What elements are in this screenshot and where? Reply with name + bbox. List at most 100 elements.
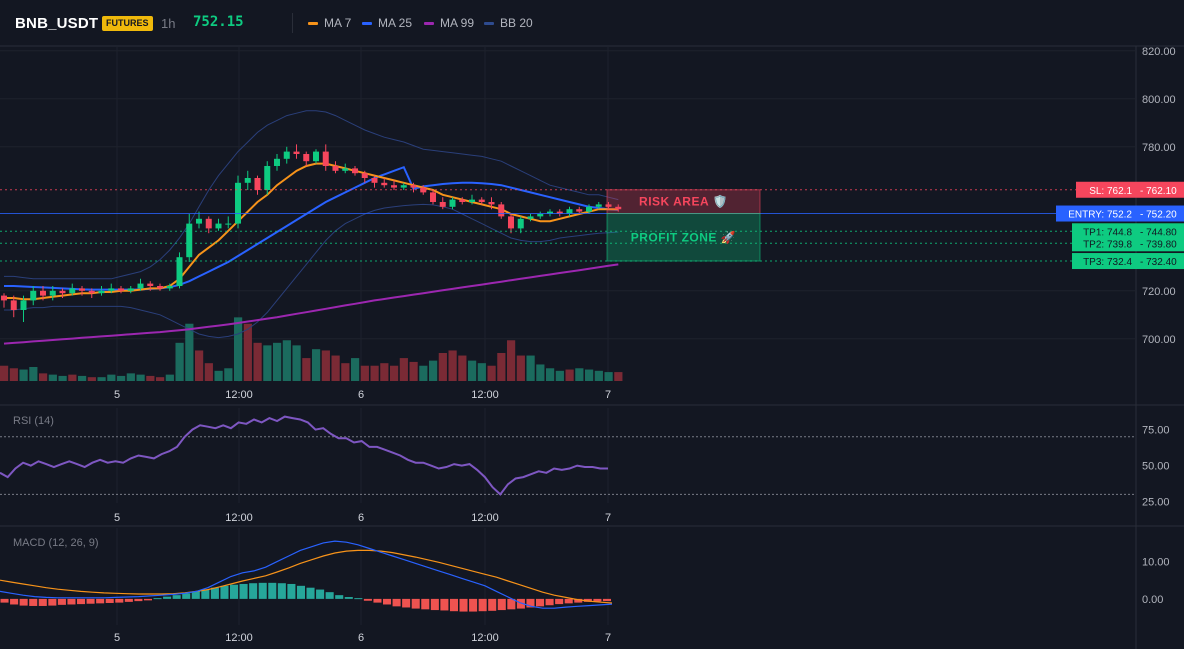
price-tick-label: 780.00	[1142, 142, 1176, 154]
candle-body	[566, 209, 573, 214]
volume-bar	[0, 365, 9, 381]
macd-histogram-bar	[469, 598, 478, 612]
volume-bar	[146, 375, 155, 381]
level-tag	[1076, 181, 1136, 198]
volume-bar	[97, 377, 106, 381]
candle-body	[235, 182, 241, 224]
macd-tick-label: 0.00	[1142, 594, 1163, 606]
macd-histogram-bar	[277, 583, 286, 599]
volume-bar	[390, 365, 399, 381]
candle-body	[176, 257, 183, 286]
price-axis-tag	[1136, 235, 1184, 252]
candle-body	[49, 290, 56, 296]
volume-bar	[117, 375, 126, 381]
volume-bar	[195, 350, 204, 381]
price-axis-tag-label: - 752.20	[1140, 210, 1177, 221]
time-tick-label: 5	[114, 632, 120, 644]
symbol-title[interactable]: BNB_USDT	[15, 15, 99, 32]
candle-body	[439, 202, 446, 207]
candle-body	[381, 182, 388, 186]
volume-bar	[585, 369, 594, 381]
macd-histogram-bar	[344, 597, 353, 599]
candle-body	[469, 199, 475, 202]
volume-bar	[165, 374, 174, 381]
candle-body	[254, 178, 261, 190]
macd-histogram-bar	[459, 598, 468, 612]
rsi-line	[0, 415, 608, 496]
price-axis-tag-label: - 739.80	[1140, 239, 1177, 250]
macd-histogram-bar	[411, 598, 420, 609]
macd-histogram-bar	[363, 598, 372, 601]
candle-body	[20, 300, 27, 310]
volume-bar	[78, 375, 87, 381]
volume-bar	[19, 369, 28, 381]
candle-body	[410, 185, 417, 188]
macd-histogram-bar	[564, 598, 573, 604]
rsi-title: RSI (14)	[13, 415, 54, 427]
volume-bar	[438, 353, 447, 381]
macd-histogram-bar	[373, 598, 382, 603]
volume-bar	[68, 374, 77, 381]
candle-body	[576, 209, 583, 212]
volume-bar	[575, 368, 584, 381]
candle-body	[517, 218, 524, 229]
macd-histogram-bar	[29, 598, 38, 606]
candle-body	[1, 295, 7, 301]
volume-bar	[380, 363, 389, 381]
legend-ma99[interactable]: MA 99	[424, 16, 474, 30]
price-axis-tag-label: - 744.80	[1140, 227, 1177, 238]
candle-body	[293, 151, 300, 154]
volume-bar	[409, 361, 418, 381]
macd-histogram-bar	[143, 598, 152, 601]
time-tick-label: 12:00	[225, 389, 253, 401]
candle-body	[537, 214, 544, 217]
time-tick-label: 5	[114, 389, 120, 401]
volume-bar	[468, 360, 477, 381]
candle-body	[352, 168, 358, 174]
timeframe-selector[interactable]: 1h	[161, 16, 176, 31]
candle-body	[595, 204, 602, 207]
volume-bar	[39, 373, 48, 381]
level-tag-label: TP2: 739.8	[1083, 239, 1132, 250]
macd-histogram-bar	[383, 598, 392, 605]
price-tick-label: 700.00	[1142, 334, 1176, 346]
candle-body	[391, 185, 397, 188]
ma25-line	[4, 165, 619, 291]
macd-histogram-bar	[497, 598, 506, 611]
volume-bar	[107, 374, 116, 381]
bb-upper-line	[4, 110, 619, 280]
volume-bar	[604, 372, 613, 381]
macd-histogram-bar	[201, 589, 210, 599]
candle-body	[127, 288, 134, 291]
volume-bar	[263, 345, 272, 381]
legend-bb20[interactable]: BB 20	[484, 16, 533, 30]
legend-ma7[interactable]: MA 7	[308, 16, 351, 30]
macd-line	[0, 540, 613, 609]
price-tick-label: 800.00	[1142, 94, 1176, 106]
time-tick-label: 5	[114, 512, 120, 524]
candle-body	[274, 158, 280, 166]
legend-swatch-bb20	[484, 21, 494, 25]
volume-bar	[175, 342, 184, 381]
macd-histogram-bar	[10, 598, 19, 605]
candle-body	[449, 199, 456, 207]
candle-body	[30, 290, 37, 301]
time-tick-label: 6	[358, 632, 364, 644]
macd-histogram-bar	[430, 598, 439, 611]
candle-body	[430, 192, 436, 202]
volume-bar	[282, 340, 291, 381]
candle-body	[508, 216, 514, 229]
macd-histogram-bar	[172, 595, 181, 599]
candle-body	[98, 290, 105, 294]
time-tick-label: 7	[605, 389, 611, 401]
candle-body	[205, 218, 212, 229]
macd-histogram-bar	[555, 598, 564, 605]
legend-ma25[interactable]: MA 25	[362, 16, 412, 30]
candle-body	[556, 211, 563, 214]
volume-bar	[565, 369, 574, 381]
volume-bar	[614, 372, 623, 381]
candle-body	[605, 204, 612, 207]
price-axis-tag	[1136, 253, 1184, 270]
candle-body	[88, 290, 95, 294]
